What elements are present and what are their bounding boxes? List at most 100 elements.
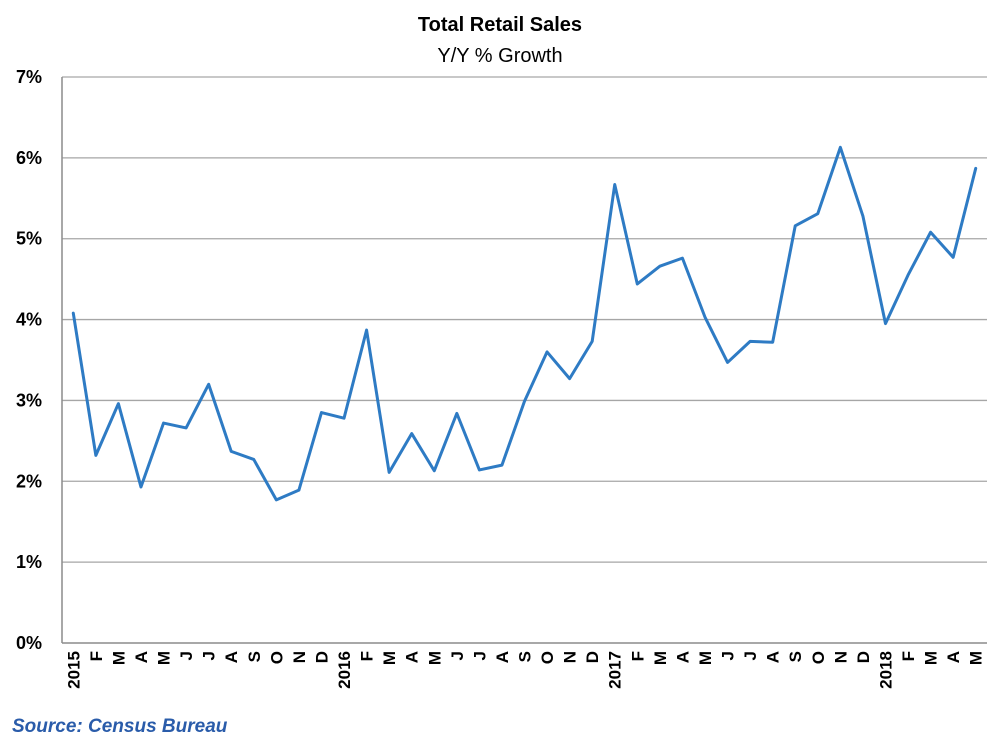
data-point (139, 485, 143, 489)
source-note: Source: Census Bureau (12, 716, 228, 737)
data-point (748, 339, 752, 343)
x-tick-label: A (944, 651, 963, 663)
x-tick-label: A (493, 651, 512, 663)
y-tick-label: 6% (16, 148, 42, 168)
x-tick-label: F (899, 651, 918, 661)
data-point (500, 463, 504, 467)
x-tick-label: F (87, 651, 106, 661)
data-point (680, 256, 684, 260)
data-point (523, 399, 527, 403)
data-point (635, 282, 639, 286)
x-tick-label: M (696, 651, 715, 665)
data-point (771, 340, 775, 344)
x-tick-label: F (628, 651, 647, 661)
data-point (793, 224, 797, 228)
data-point (116, 402, 120, 406)
data-point (297, 488, 301, 492)
data-point (432, 469, 436, 473)
data-point (365, 328, 369, 332)
data-point (162, 421, 166, 425)
axes (61, 77, 987, 644)
x-tick-label: N (831, 651, 850, 663)
x-tick-label: A (764, 651, 783, 663)
x-tick-label: O (809, 651, 828, 664)
y-axis-tick-labels: 0% 1% 2% 3% 4% 5% 6% 7% (16, 67, 42, 653)
data-point (613, 183, 617, 187)
data-point (342, 416, 346, 420)
data-point (726, 360, 730, 364)
x-tick-label: O (267, 651, 286, 664)
x-tick-label: J (200, 651, 219, 660)
y-tick-label: 5% (16, 229, 42, 249)
x-tick-label: M (155, 651, 174, 665)
y-tick-label: 1% (16, 552, 42, 572)
data-point (838, 145, 842, 149)
data-point (568, 377, 572, 381)
data-point (545, 350, 549, 354)
x-tick-label: S (516, 651, 535, 662)
x-tick-label: M (425, 651, 444, 665)
y-tick-label: 2% (16, 471, 42, 491)
x-tick-label: N (290, 651, 309, 663)
data-point (951, 255, 955, 259)
x-tick-label: 2016 (335, 651, 354, 689)
data-point (883, 322, 887, 326)
chart-title: Total Retail Sales (417, 14, 583, 36)
x-tick-label: A (222, 651, 241, 663)
data-point (477, 468, 481, 472)
data-point (974, 166, 978, 170)
data-point (455, 411, 459, 415)
data-point (229, 449, 233, 453)
x-tick-label: O (538, 651, 557, 664)
y-tick-label: 7% (16, 67, 42, 87)
x-tick-label: M (380, 651, 399, 665)
data-point (590, 339, 594, 343)
x-tick-label: A (673, 651, 692, 663)
data-point (71, 311, 75, 315)
x-tick-label: M (967, 651, 986, 665)
series-line (71, 145, 978, 502)
data-point (274, 498, 278, 502)
y-tick-label: 4% (16, 310, 42, 330)
x-tick-label: 2017 (606, 651, 625, 689)
x-tick-label: J (470, 651, 489, 660)
data-point (929, 230, 933, 234)
x-tick-label: D (854, 651, 873, 663)
y-tick-label: 0% (16, 633, 42, 653)
chart-subtitle: Y/Y % Growth (437, 45, 563, 67)
x-tick-label: J (177, 651, 196, 660)
data-point (184, 426, 188, 430)
data-point (861, 214, 865, 218)
x-tick-label: M (922, 651, 941, 665)
data-point (252, 457, 256, 461)
data-point (207, 382, 211, 386)
x-tick-label: A (132, 651, 151, 663)
x-tick-label: M (109, 651, 128, 665)
x-tick-label: D (583, 651, 602, 663)
data-point (410, 432, 414, 436)
data-point (658, 264, 662, 268)
data-point (319, 411, 323, 415)
data-point (703, 315, 707, 319)
x-tick-label: 2015 (64, 651, 83, 689)
x-tick-label: M (651, 651, 670, 665)
x-tick-label: J (448, 651, 467, 660)
x-axis-tick-labels: 2015 F M A M J J A S O N D 2016 F M A M J J A S O N D 2017 F M A M J J… (64, 651, 985, 689)
data-point (94, 453, 98, 457)
data-point (387, 470, 391, 474)
x-tick-label: D (312, 651, 331, 663)
gridlines (62, 76, 987, 563)
data-point (906, 273, 910, 277)
data-point (816, 212, 820, 216)
series-layer (71, 145, 978, 502)
y-tick-label: 3% (16, 390, 42, 410)
x-tick-label: A (403, 651, 422, 663)
x-tick-label: N (561, 651, 580, 663)
x-tick-label: S (245, 651, 264, 662)
x-tick-label: F (358, 651, 377, 661)
x-tick-label: J (719, 651, 738, 660)
x-tick-label: J (741, 651, 760, 660)
x-tick-label: 2018 (876, 651, 895, 689)
x-tick-label: S (786, 651, 805, 662)
